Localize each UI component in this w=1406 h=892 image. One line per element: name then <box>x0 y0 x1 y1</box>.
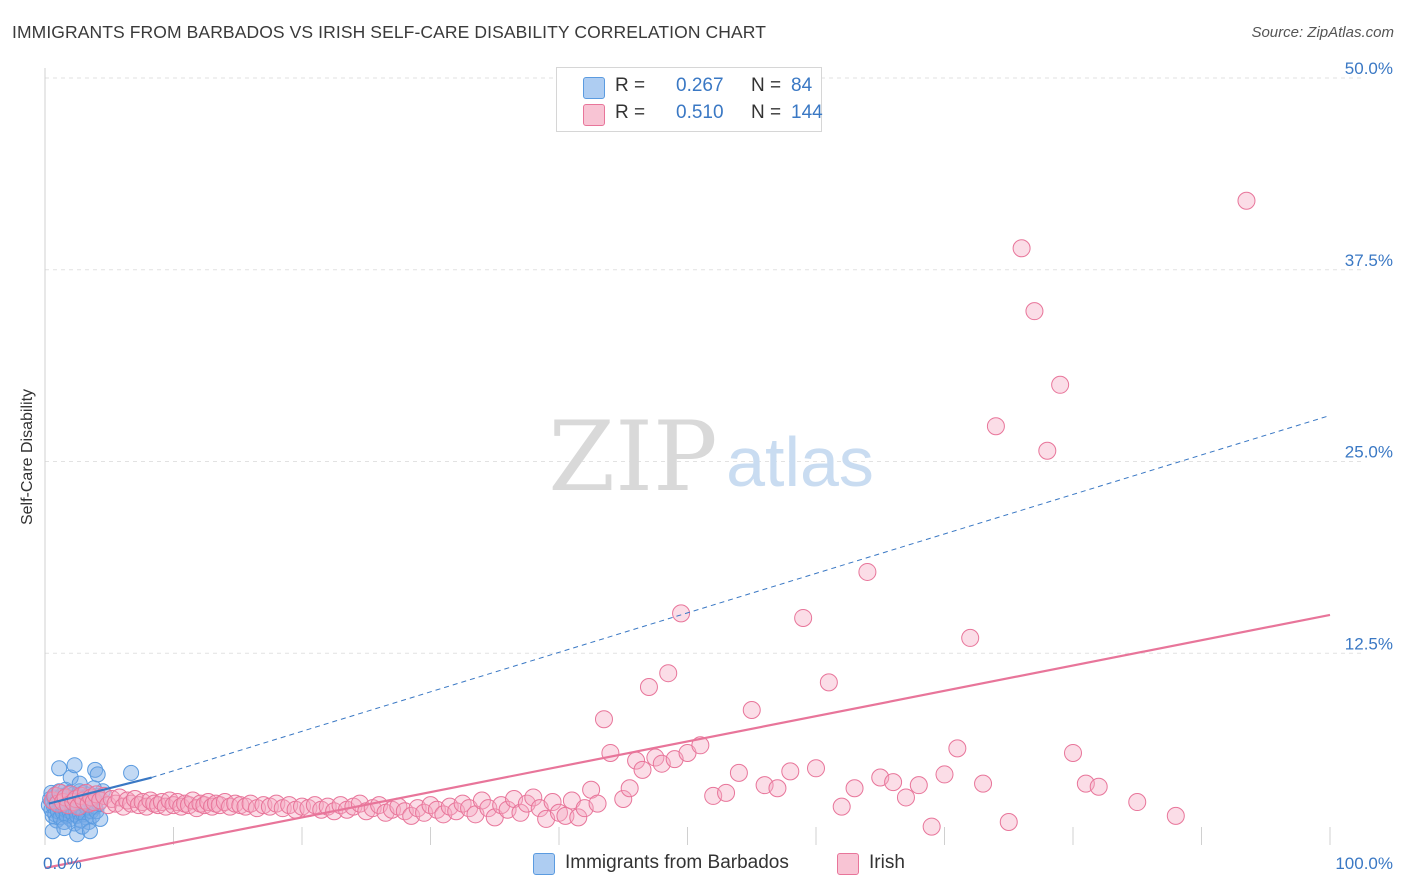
irish-point <box>729 763 748 782</box>
legend-swatch-irish <box>583 104 605 126</box>
irish-point <box>569 808 588 827</box>
legend-r-value: 0.510 <box>676 102 724 123</box>
irish-point <box>421 796 440 815</box>
irish-point <box>974 774 993 793</box>
irish-point <box>254 796 273 815</box>
y-tick-label: 50.0% <box>1345 59 1393 78</box>
y-tick-label: 25.0% <box>1345 443 1393 462</box>
legend-r-label: R = <box>615 75 646 96</box>
irish-point <box>1064 743 1082 762</box>
barbados-point <box>89 766 106 783</box>
barbados-point <box>74 818 91 835</box>
barbados-point <box>62 769 79 786</box>
irish-point <box>241 794 260 813</box>
y-tick-label: 12.5% <box>1345 634 1393 653</box>
irish-point <box>280 796 299 815</box>
irish-point <box>236 797 255 816</box>
irish-point <box>614 789 633 808</box>
irish-point <box>659 664 678 683</box>
bottom-legend-label-irish: Irish <box>869 852 905 873</box>
watermark: ZIP atlas <box>548 401 874 513</box>
legend-n-label: N = <box>751 75 782 96</box>
barbados-trend-line <box>151 415 1331 778</box>
bottom-legend-label-barbados: Immigrants from Barbados <box>565 852 789 873</box>
irish-trend-line <box>44 613 1331 870</box>
chart-title: IMMIGRANTS FROM BARBADOS VS IRISH SELF-C… <box>12 22 766 42</box>
irish-point <box>691 736 710 755</box>
irish-point <box>884 773 903 792</box>
legend-n-label: N = <box>751 102 782 123</box>
irish-point <box>1038 441 1057 460</box>
irish-point <box>768 779 787 798</box>
x-tick-label: 0.0% <box>43 854 82 873</box>
x-tick-label: 100.0% <box>1335 854 1393 873</box>
watermark-zip: ZIP <box>548 401 717 513</box>
barbados-point <box>51 760 68 777</box>
barbados-point <box>66 757 83 774</box>
irish-point <box>472 791 491 810</box>
irish-point <box>1128 793 1147 812</box>
irish-point <box>948 739 967 758</box>
points-layer <box>40 191 1256 843</box>
barbados-point <box>87 761 104 778</box>
irish-point <box>511 803 530 822</box>
bottom-legend-swatch-irish <box>837 853 859 875</box>
irish-point <box>305 796 324 815</box>
legend-n-value: 144 <box>791 102 823 123</box>
irish-point <box>453 794 472 813</box>
irish-point <box>633 760 652 779</box>
irish-point <box>999 812 1018 831</box>
barbados-trend-line <box>48 776 152 805</box>
irish-point <box>794 608 813 627</box>
irish-point <box>639 677 658 696</box>
irish-point <box>620 779 639 798</box>
irish-point <box>293 797 311 816</box>
watermark-atlas: atlas <box>726 423 874 501</box>
irish-point <box>524 788 543 807</box>
irish-point <box>935 765 954 784</box>
barbados-point <box>123 764 140 781</box>
legend-swatch-barbados <box>583 77 605 99</box>
y-tick-label: 37.5% <box>1345 251 1393 270</box>
bottom-legend-swatch-barbados <box>533 853 555 875</box>
irish-point <box>961 628 980 647</box>
irish-point <box>543 793 562 812</box>
irish-point <box>1089 777 1108 796</box>
irish-point <box>588 794 607 813</box>
barbados-point <box>56 820 73 837</box>
irish-point <box>858 562 877 581</box>
irish-point <box>832 797 851 816</box>
irish-point <box>1237 191 1256 210</box>
barbados-point <box>81 823 98 840</box>
legend-r-label: R = <box>615 102 646 123</box>
barbados-point <box>92 810 109 827</box>
legend-r-value: 0.267 <box>676 75 724 96</box>
irish-point <box>1025 302 1044 321</box>
barbados-point <box>69 826 86 843</box>
grid-layer <box>44 68 1365 845</box>
irish-point <box>909 776 928 795</box>
irish-point <box>672 604 691 623</box>
legend-n-value: 84 <box>791 75 813 96</box>
irish-point <box>896 788 915 807</box>
irish-point <box>717 783 736 802</box>
irish-point <box>807 759 825 778</box>
irish-point <box>267 794 286 813</box>
irish-point <box>986 417 1005 436</box>
tick-layer: 12.5% 25.0% 37.5% 50.0% 0.0% 100.0% <box>43 59 1393 873</box>
irish-point <box>922 817 941 836</box>
irish-point <box>781 762 800 781</box>
irish-point <box>1051 375 1070 394</box>
irish-point <box>819 673 838 692</box>
trend-layer <box>44 415 1331 870</box>
irish-point <box>556 806 575 825</box>
irish-point <box>742 701 761 720</box>
irish-point <box>1012 239 1031 258</box>
irish-point <box>845 779 864 798</box>
irish-point <box>594 710 613 729</box>
irish-point <box>1166 806 1185 825</box>
stats-legend: R = 0.267 N = 84 R = 0.510 N = 144 <box>556 67 823 132</box>
source-label: Source: ZipAtlas.com <box>1251 24 1394 41</box>
